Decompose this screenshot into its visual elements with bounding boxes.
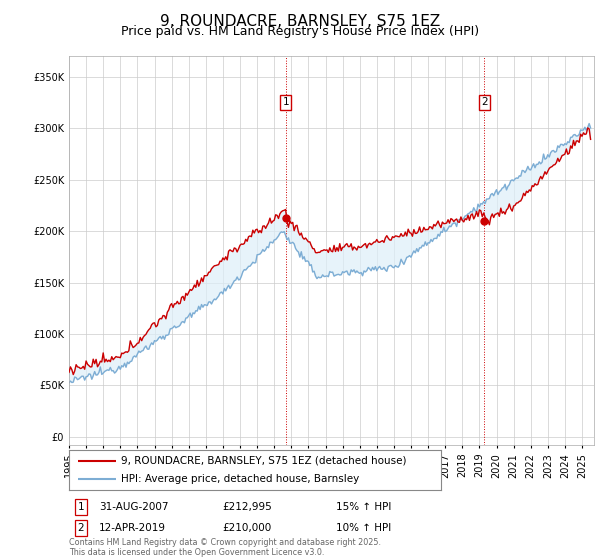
- Text: 9, ROUNDACRE, BARNSLEY, S75 1EZ (detached house): 9, ROUNDACRE, BARNSLEY, S75 1EZ (detache…: [121, 456, 407, 466]
- Text: Price paid vs. HM Land Registry's House Price Index (HPI): Price paid vs. HM Land Registry's House …: [121, 25, 479, 38]
- Text: £212,995: £212,995: [222, 502, 272, 512]
- Text: HPI: Average price, detached house, Barnsley: HPI: Average price, detached house, Barn…: [121, 474, 359, 484]
- Text: 1: 1: [283, 97, 289, 108]
- Text: 9, ROUNDACRE, BARNSLEY, S75 1EZ: 9, ROUNDACRE, BARNSLEY, S75 1EZ: [160, 14, 440, 29]
- Text: Contains HM Land Registry data © Crown copyright and database right 2025.
This d: Contains HM Land Registry data © Crown c…: [69, 538, 381, 557]
- Text: 2: 2: [77, 523, 85, 533]
- Text: £210,000: £210,000: [222, 523, 271, 533]
- Text: 15% ↑ HPI: 15% ↑ HPI: [336, 502, 391, 512]
- Text: 10% ↑ HPI: 10% ↑ HPI: [336, 523, 391, 533]
- Text: 12-APR-2019: 12-APR-2019: [99, 523, 166, 533]
- Text: 1: 1: [77, 502, 85, 512]
- Text: 31-AUG-2007: 31-AUG-2007: [99, 502, 169, 512]
- Text: 2: 2: [481, 97, 488, 108]
